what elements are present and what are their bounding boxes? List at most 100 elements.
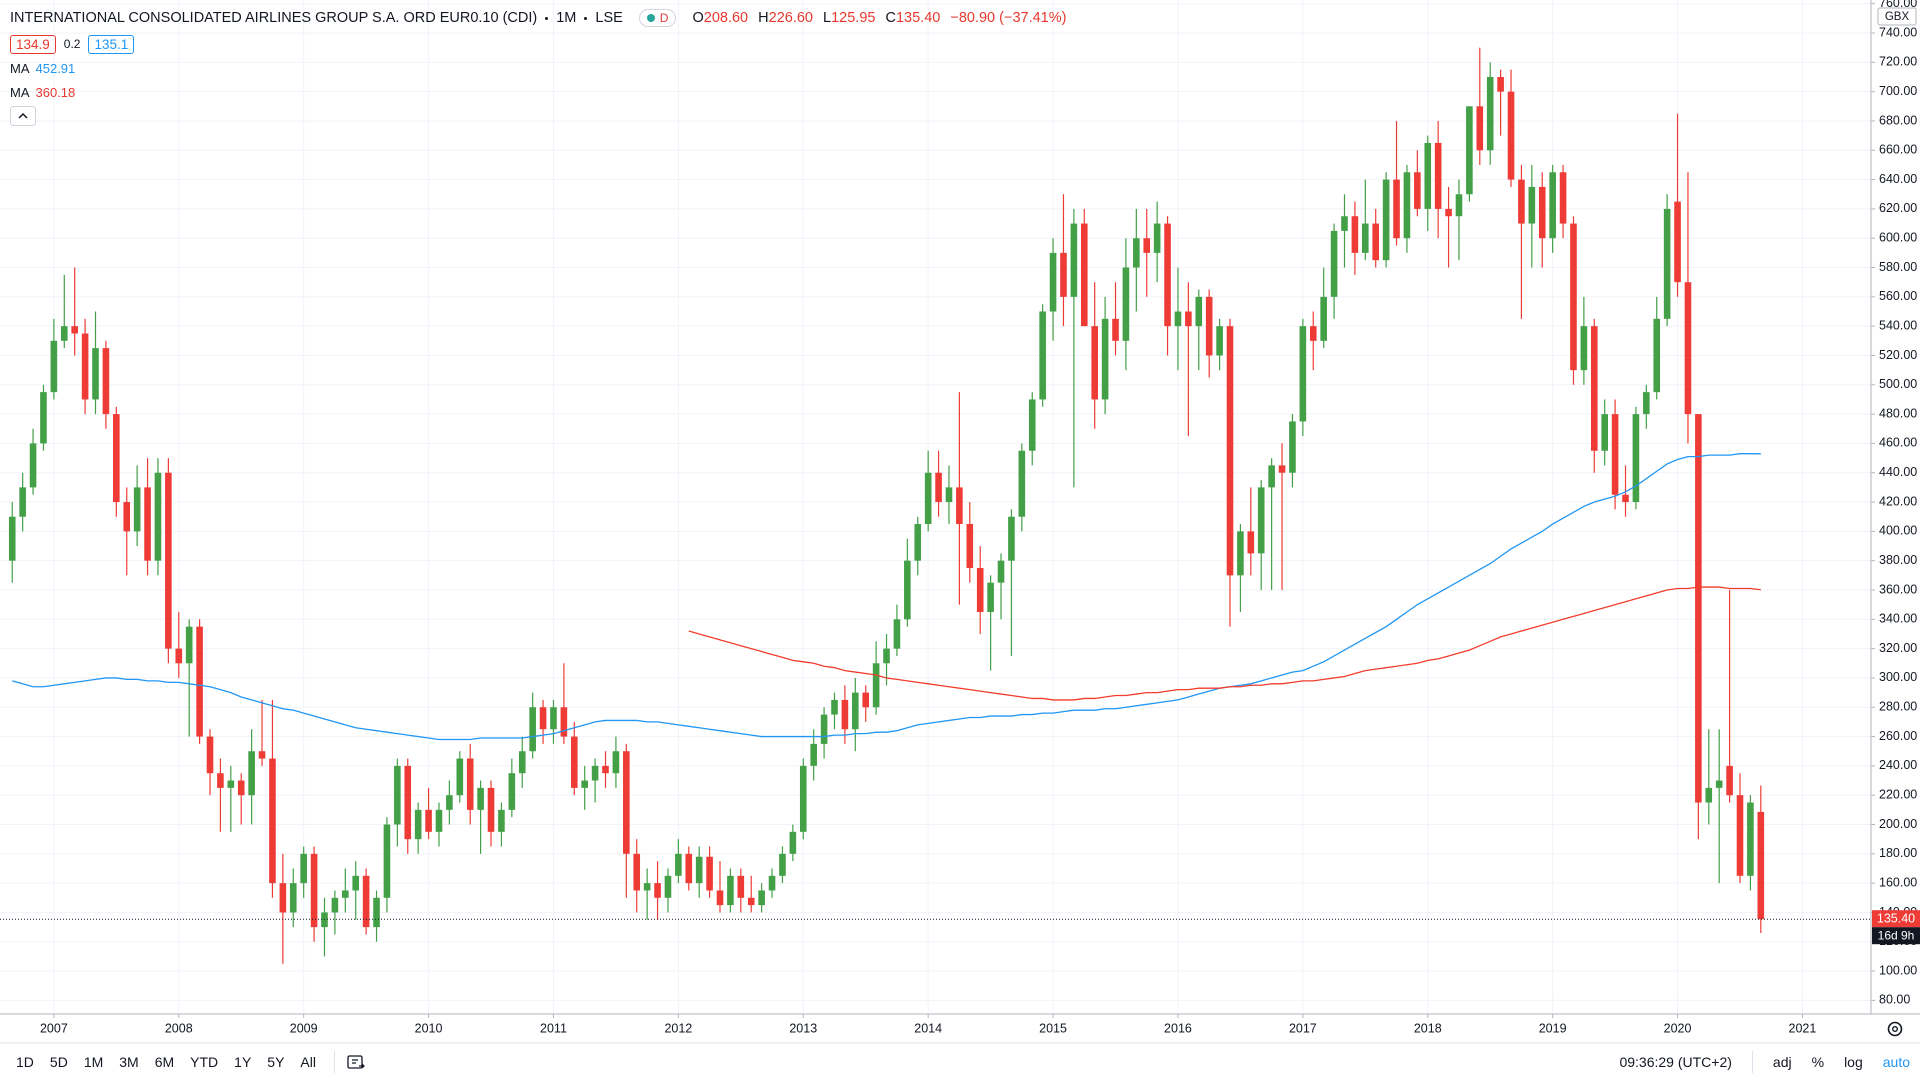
candle-body [539,707,547,730]
bottom-toolbar: 1D 5D 1M 3M 6M YTD 1Y 5Y All 09:36:29 (U… [0,1044,1920,1080]
y-tick-label: 640.00 [1879,172,1917,186]
candle-body [1341,216,1348,231]
candle-body [591,765,599,781]
x-tick-label: 2020 [1664,1021,1692,1035]
candle-body [904,560,911,620]
y-tick-label: 740.00 [1879,25,1917,39]
candle-body [1580,326,1588,371]
candle-body [1362,223,1369,253]
candle-body [456,758,464,796]
candle-body [789,831,797,854]
candle-body [1622,494,1629,503]
candle-body [383,824,391,898]
axes: 80.00100.00120.00140.00160.00180.00200.0… [40,0,1920,1035]
range-button[interactable]: All [300,1054,316,1070]
candle-body [1185,311,1192,327]
candle-body [1028,399,1036,451]
candle-body [862,692,870,708]
range-button[interactable]: 3M [119,1054,139,1070]
ohlc-label: O [692,10,704,26]
candle-body [1112,318,1119,341]
candle-body [893,619,901,649]
candle-body [1330,230,1338,297]
bid[interactable]: 134.9 [10,34,56,54]
candle-body [425,809,432,832]
log-toggle[interactable]: log [1844,1054,1863,1070]
range-button[interactable]: YTD [190,1054,219,1070]
candle-body [550,707,557,730]
moving-average [688,586,1761,701]
y-tick-label: 580.00 [1879,260,1917,274]
candle-body [133,487,141,532]
calendar-icon[interactable] [347,1055,363,1069]
collapse-row [10,104,1066,128]
collapse-chevron[interactable] [18,112,28,119]
countdown-label: 16d 9h [1878,928,1915,942]
candle-body [1257,487,1265,554]
ohlc-label: L [823,10,832,26]
candle-body [956,487,963,525]
y-tick-label: 720.00 [1879,55,1917,69]
settings-gear-hole[interactable] [1892,1026,1898,1032]
collapse-box[interactable] [10,106,36,126]
candle-body [560,707,568,737]
ask[interactable]: 135.1 [88,34,135,54]
auto-toggle[interactable]: auto [1882,1054,1910,1070]
candle-body [623,751,630,854]
candle-body [1726,765,1733,796]
clock[interactable]: 09:36:29 (UTC+2) [1619,1054,1732,1070]
x-tick-label: 2015 [1039,1021,1067,1035]
range-button[interactable]: 1D [16,1054,34,1070]
ohlc-value: 208.60 [703,10,749,26]
candle-body [737,875,745,898]
adj-toggle[interactable]: adj [1772,1054,1792,1070]
candle-body [727,875,734,906]
percent-toggle[interactable]: % [1811,1054,1825,1070]
range-button[interactable]: 6M [154,1054,175,1070]
candle-body [487,787,495,832]
range-button[interactable]: 5D [49,1054,68,1070]
ohlc-value: 135.40 [895,10,941,26]
candle-body [1528,186,1536,224]
interval: 1M [556,10,577,26]
candle-body [987,582,994,612]
y-tick-label: 520.00 [1879,348,1917,362]
x-tick-label: 2011 [540,1021,567,1035]
candle-body [1747,802,1754,876]
candle-body [206,736,214,774]
candle-body [581,780,588,788]
candle-body [945,487,953,503]
range-button[interactable]: 1Y [234,1054,252,1070]
candle-body [1538,186,1546,239]
calendar-arrow[interactable] [351,1059,365,1069]
candle-body [1403,172,1411,239]
candle-body [248,751,255,796]
y-tick-label: 420.00 [1879,494,1917,508]
candle-body [1757,811,1765,920]
x-tick-label: 2019 [1539,1021,1567,1035]
y-tick-label: 540.00 [1879,318,1917,332]
candle-body [1601,414,1608,451]
candle-body [269,758,276,884]
candle-body [664,875,672,898]
collapse-button[interactable] [10,106,36,126]
candle-body [1143,238,1151,253]
candle-body [1455,194,1463,217]
candle-body [1663,208,1671,319]
range-button[interactable]: 1M [83,1054,104,1070]
x-tick-label: 2018 [1414,1021,1442,1035]
candle-body [1434,142,1442,209]
candle-body [747,897,755,906]
candle-body [1247,531,1255,554]
goto-date-button[interactable] [345,1052,367,1072]
candle-body [175,648,183,664]
range-button[interactable]: 5Y [267,1054,285,1070]
settings-icon[interactable] [1887,1021,1903,1037]
status-letter: D [659,11,669,25]
plot [0,47,1871,964]
status-badge[interactable]: D [638,9,677,27]
ma-value: 452.91 [35,60,76,76]
settings-gear[interactable] [1887,1021,1903,1037]
candle-body [1486,76,1494,151]
